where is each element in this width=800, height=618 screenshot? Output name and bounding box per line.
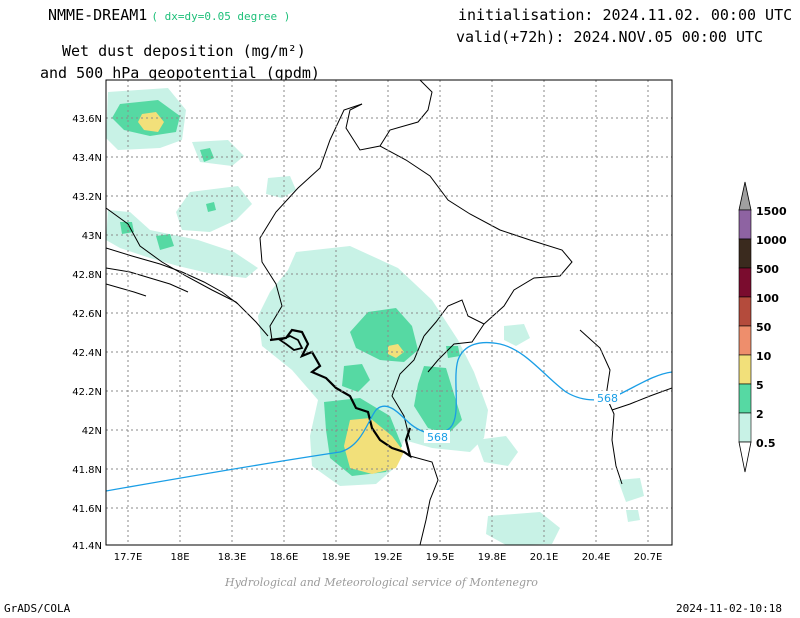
legend-swatch-10 <box>738 325 752 356</box>
lat-tick-label: 43.6N <box>72 114 102 125</box>
legend-swatch-50 <box>738 296 752 327</box>
lat-tick-label: 42.2N <box>72 387 102 398</box>
legend-swatch-2 <box>738 383 752 414</box>
lon-tick-label: 20.4E <box>582 552 611 563</box>
legend-labels: 1500 1000 500 100 50 10 5 2 0.5 <box>756 205 787 450</box>
legend-label: 1000 <box>756 234 787 247</box>
lat-tick-label: 41.6N <box>72 504 102 515</box>
border-montenegro-bosnia <box>259 103 363 341</box>
deposit-patch-south-1 <box>486 512 560 545</box>
lat-tick-label: 43.2N <box>72 192 102 203</box>
legend-top-arrow <box>738 181 752 211</box>
deposit-patch-se <box>504 324 530 346</box>
border-montenegro-albania <box>391 335 425 441</box>
country-borders <box>106 80 672 545</box>
legend-label: 50 <box>756 321 772 334</box>
border-albania-kosovo <box>427 323 485 373</box>
deposition-high-areas <box>138 112 404 474</box>
coastline-bay <box>278 335 304 351</box>
map-title-line1: Wet dust deposition (mg/m²) <box>62 42 306 60</box>
deposit-mid-north <box>200 148 214 162</box>
deposit-high-nw <box>138 112 164 132</box>
lat-tick-label: 43N <box>82 231 102 242</box>
deposit-high-center <box>388 344 404 358</box>
map-frame <box>105 79 673 546</box>
border-coast-2 <box>106 267 189 293</box>
lat-tick-label: 41.4N <box>72 541 102 552</box>
deposit-patch-west <box>106 210 258 278</box>
lon-tick-label: 18.6E <box>270 552 299 563</box>
lat-tick-label: 42.6N <box>72 309 102 320</box>
lon-tick-label: 18E <box>170 552 189 563</box>
deposit-mid-east <box>414 366 462 434</box>
lon-tick-label: 19.5E <box>426 552 455 563</box>
isoline-label-1: 568 <box>427 431 448 444</box>
legend-swatch-100 <box>738 267 752 298</box>
legend-swatch-0.5 <box>738 412 752 443</box>
lon-tick-label: 18.9E <box>322 552 351 563</box>
isoline-label-bg-2 <box>594 391 620 404</box>
lon-tick-label: 19.8E <box>478 552 507 563</box>
lat-tick-label: 42N <box>82 426 102 437</box>
legend-swatch-5 <box>738 354 752 385</box>
legend-swatch-500 <box>738 238 752 269</box>
lon-tick-label: 17.7E <box>114 552 143 563</box>
legend-label: 10 <box>756 350 772 363</box>
border-montenegro-serbia <box>345 80 433 151</box>
map-grid <box>106 80 672 545</box>
deposit-mid-west-1 <box>156 234 174 250</box>
lon-axis: 17.7E 18E 18.3E 18.6E 18.9E 19.2E 19.5E … <box>114 552 663 563</box>
color-legend <box>738 181 752 473</box>
deposit-patch-small-1 <box>266 176 296 198</box>
border-east <box>611 387 672 411</box>
border-albania-south <box>409 455 439 545</box>
lat-axis: 43.6N 43.4N 43.2N 43N 42.8N 42.6N 42.4N … <box>72 114 102 552</box>
legend-label: 2 <box>756 408 764 421</box>
lat-tick-label: 41.8N <box>72 465 102 476</box>
lon-tick-label: 20.1E <box>530 552 559 563</box>
lat-tick-label: 43.4N <box>72 153 102 164</box>
model-name-text: NMME-DREAM1 <box>48 6 148 24</box>
legend-label: 5 <box>756 379 764 392</box>
lat-tick-label: 42.8N <box>72 270 102 281</box>
credit-line: Hydrological and Meteorological service … <box>225 576 538 589</box>
deposit-patch-south-2 <box>618 478 644 502</box>
legend-label: 100 <box>756 292 779 305</box>
border-croatia-coast <box>106 247 239 305</box>
deposit-patch-east <box>476 436 518 466</box>
lon-tick-label: 20.7E <box>634 552 663 563</box>
timestamp-label: 2024-11-02-10:18 <box>676 602 782 615</box>
lon-tick-label: 18.3E <box>218 552 247 563</box>
lat-tick-label: 42.4N <box>72 348 102 359</box>
geopotential-isoline-568 <box>106 341 672 492</box>
deposit-patch-south-3 <box>626 510 640 522</box>
deposition-mid-areas <box>112 100 462 476</box>
legend-label: 1500 <box>756 205 787 218</box>
deposit-mid-lake <box>342 364 370 392</box>
deposit-high-south <box>344 418 404 474</box>
legend-swatch-1000 <box>738 209 752 240</box>
initialisation-time: initialisation: 2024.11.02. 00:00 UTC <box>458 6 793 24</box>
map-title-line2: and 500 hPa geopotential (gpdm) <box>40 64 320 82</box>
border-serbia-kosovo <box>379 145 573 337</box>
border-bosnia-croatia <box>106 207 269 337</box>
model-name: NMME-DREAM1( dx=dy=0.05 degree ) <box>48 6 290 24</box>
deposit-mid-west-2 <box>120 222 134 234</box>
legend-label: 0.5 <box>756 437 776 450</box>
isoline-label-bg-1 <box>424 430 450 443</box>
border-coast-3 <box>106 283 147 297</box>
lon-tick-label: 19.2E <box>374 552 403 563</box>
legend-bottom-arrow <box>738 441 752 473</box>
legend-label: 500 <box>756 263 779 276</box>
isoline-labels: 568 568 <box>424 391 620 444</box>
deposit-mid-small <box>206 202 216 212</box>
coastline-montenegro <box>269 328 412 459</box>
map-content <box>106 80 672 545</box>
model-resolution: ( dx=dy=0.05 degree ) <box>151 10 291 23</box>
isoline-label-2: 568 <box>597 392 618 405</box>
valid-time: valid(+72h): 2024.NOV.05 00:00 UTC <box>456 28 764 46</box>
software-label: GrADS/COLA <box>4 602 71 615</box>
